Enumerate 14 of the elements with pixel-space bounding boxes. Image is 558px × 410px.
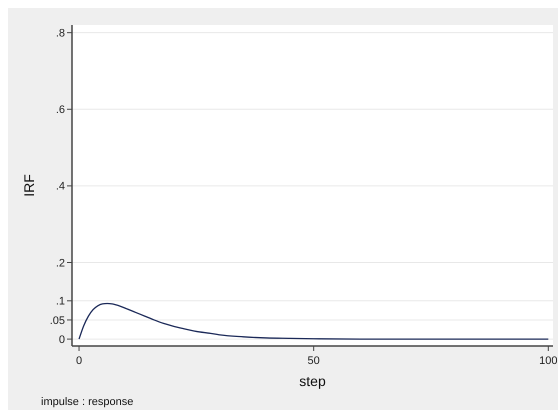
y-tick-label: .05 bbox=[50, 314, 65, 327]
x-tick-label: 0 bbox=[76, 355, 82, 367]
x-tick-label: 50 bbox=[308, 355, 320, 367]
y-tick-label: 0 bbox=[58, 334, 65, 346]
x-tick-label: 100 bbox=[539, 355, 558, 367]
text: impulse : response bbox=[41, 396, 134, 408]
y-tick-label: .2 bbox=[56, 257, 65, 270]
x-axis-title: step bbox=[299, 373, 326, 389]
y-tick-label: .1 bbox=[56, 296, 65, 308]
line-series bbox=[78, 302, 549, 340]
y-tick-label: .4 bbox=[56, 180, 65, 193]
y-tick-label: .8 bbox=[56, 28, 65, 40]
y-axis-title: IRF bbox=[21, 174, 37, 197]
y-tick-label: .6 bbox=[56, 104, 65, 116]
